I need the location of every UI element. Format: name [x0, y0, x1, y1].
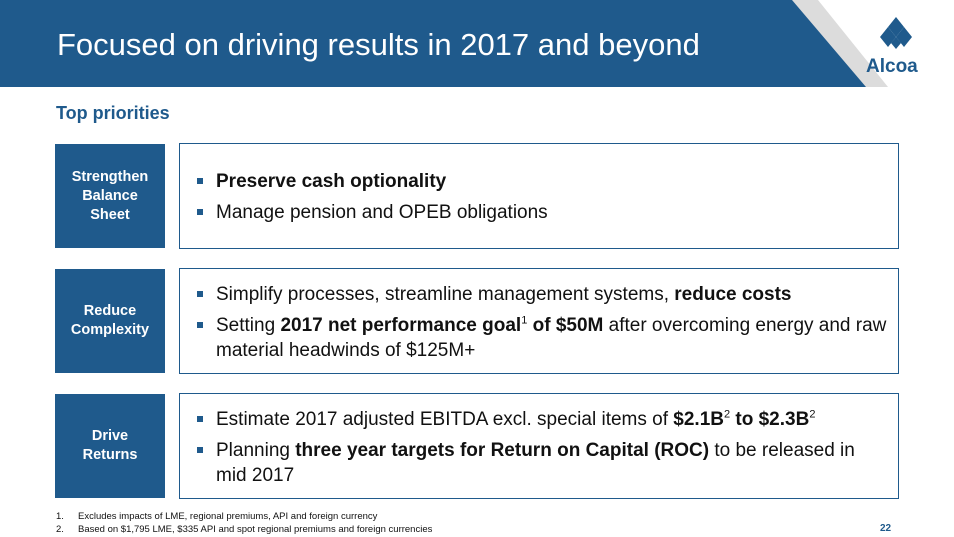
bullet-item: Manage pension and OPEB obligations	[190, 200, 890, 225]
bullet-square-icon	[197, 322, 203, 328]
row-box-strengthen-balance-sheet: Preserve cash optionality Manage pension…	[179, 143, 899, 249]
row-box-reduce-complexity: Simplify processes, streamline managemen…	[179, 268, 899, 374]
footnote-ref: 2	[723, 408, 731, 421]
row-label-reduce-complexity: Reduce Complexity	[55, 269, 165, 373]
footnote-item: 1. Excludes impacts of LME, regional pre…	[56, 510, 432, 523]
row-label-drive-returns: Drive Returns	[55, 394, 165, 498]
bullet-item: Setting 2017 net performance goal1 of $5…	[190, 313, 890, 363]
label-line: Balance	[82, 187, 138, 204]
bullet-square-icon	[197, 178, 203, 184]
bullet-text-bold: reduce costs	[674, 284, 792, 305]
label-line: Drive	[91, 428, 129, 444]
bullet-text: to be released in mid 2017	[216, 440, 855, 486]
label-line: Reduce	[83, 303, 137, 319]
label-line: Sheet	[90, 206, 130, 223]
bullet-item: Planning three year targets for Return o…	[190, 438, 890, 488]
bullet-text: Manage pension and OPEB obligations	[216, 202, 548, 223]
bullet-text: after overcoming energy and raw material…	[216, 315, 887, 361]
bullet-text-bold: $2.1B	[673, 409, 724, 430]
footnote-ref: 1	[521, 314, 528, 327]
header-bar: Focused on driving results in 2017 and b…	[0, 0, 954, 87]
bullet-item: Simplify processes, streamline managemen…	[190, 282, 890, 307]
label-line: Complexity	[70, 322, 150, 338]
label-line: Strengthen	[71, 168, 149, 185]
bullet-square-icon	[197, 291, 203, 297]
footnote-ref: 2	[809, 408, 816, 421]
footnotes: 1. Excludes impacts of LME, regional pre…	[56, 510, 432, 536]
bullet-square-icon	[197, 209, 203, 215]
footnote-text: Excludes impacts of LME, regional premiu…	[78, 511, 378, 522]
section-title: Top priorities	[56, 103, 170, 123]
row-box-drive-returns: Estimate 2017 adjusted EBITDA excl. spec…	[179, 393, 899, 499]
footnote-text: Based on $1,795 LME, $335 API and spot r…	[78, 524, 433, 535]
page-title: Focused on driving results in 2017 and b…	[57, 27, 700, 62]
alcoa-logo-icon	[880, 17, 912, 49]
bullet-square-icon	[197, 416, 203, 422]
bullet-item: Preserve cash optionality	[190, 169, 890, 194]
footnote-number: 1.	[56, 511, 64, 522]
bullet-text: Estimate 2017 adjusted EBITDA excl. spec…	[216, 409, 674, 430]
bullet-text-bold: to $2.3B	[730, 409, 810, 430]
bullet-text-bold: Preserve cash optionality	[216, 171, 447, 192]
bullet-text: Setting	[216, 315, 281, 336]
logo-area	[792, 0, 954, 87]
bullet-square-icon	[197, 447, 203, 453]
row-label-strengthen-balance-sheet: Strengthen Balance Sheet	[55, 144, 165, 248]
bullet-item: Estimate 2017 adjusted EBITDA excl. spec…	[190, 407, 890, 432]
bullet-text-bold: 2017 net performance goal	[280, 315, 522, 336]
bullet-text-bold: three year targets for Return on Capital…	[295, 440, 710, 461]
bullet-text: Planning	[216, 440, 296, 461]
footnote-number: 2.	[56, 524, 64, 535]
page-number: 22	[880, 523, 892, 534]
bullet-text-bold: of $50M	[527, 315, 604, 336]
label-line: Returns	[82, 447, 138, 463]
bullet-text: Simplify processes, streamline managemen…	[216, 284, 675, 305]
logo-text: Alcoa	[866, 56, 918, 77]
footnote-item: 2. Based on $1,795 LME, $335 API and spo…	[56, 523, 432, 536]
